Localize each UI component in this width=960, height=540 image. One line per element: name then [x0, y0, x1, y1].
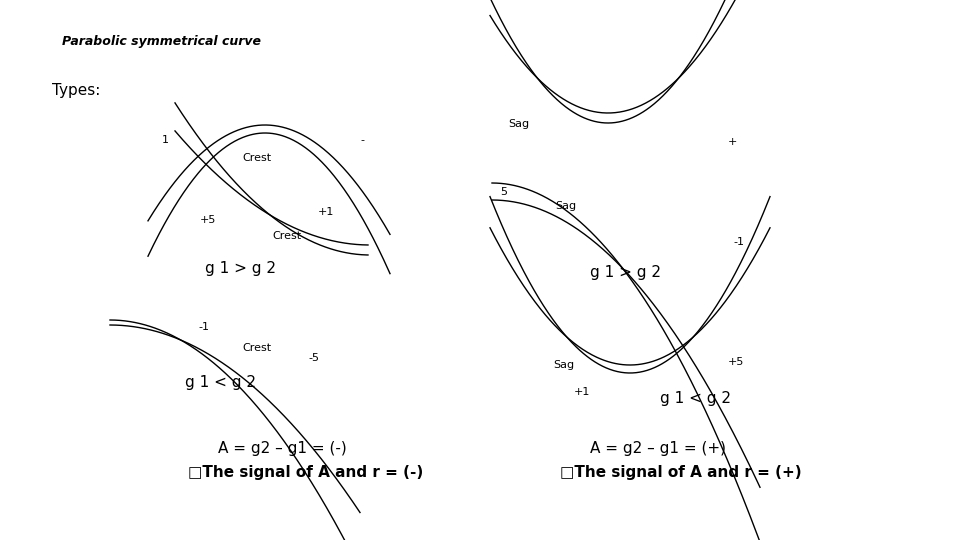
Text: -1: -1: [198, 322, 209, 332]
Text: Sag: Sag: [508, 119, 529, 129]
Text: □The signal of A and r = (-): □The signal of A and r = (-): [188, 464, 423, 480]
Text: +1: +1: [574, 387, 590, 397]
Text: -: -: [360, 135, 364, 145]
Text: Sag: Sag: [553, 360, 574, 370]
Text: g 1 > g 2: g 1 > g 2: [205, 260, 276, 275]
Text: Crest: Crest: [242, 343, 271, 353]
Text: g 1 < g 2: g 1 < g 2: [185, 375, 256, 389]
Text: □The signal of A and r = (+): □The signal of A and r = (+): [560, 464, 802, 480]
Text: 1: 1: [162, 135, 169, 145]
Text: A = g2 – g1 = (-): A = g2 – g1 = (-): [218, 441, 347, 456]
Text: Crest: Crest: [242, 153, 271, 163]
Text: 5: 5: [500, 187, 507, 197]
Text: Types:: Types:: [52, 83, 101, 98]
Text: Parabolic symmetrical curve: Parabolic symmetrical curve: [62, 36, 261, 49]
Text: g 1 > g 2: g 1 > g 2: [590, 265, 661, 280]
Text: +5: +5: [200, 215, 216, 225]
Text: Sag: Sag: [555, 201, 576, 211]
Text: -1: -1: [733, 237, 744, 247]
Text: +1: +1: [318, 207, 334, 217]
Text: Crest: Crest: [272, 231, 301, 241]
Text: +5: +5: [728, 357, 744, 367]
Text: g 1 < g 2: g 1 < g 2: [660, 390, 731, 406]
Text: A = g2 – g1 = (+): A = g2 – g1 = (+): [590, 441, 726, 456]
Text: +: +: [728, 137, 737, 147]
Text: -5: -5: [308, 353, 319, 363]
